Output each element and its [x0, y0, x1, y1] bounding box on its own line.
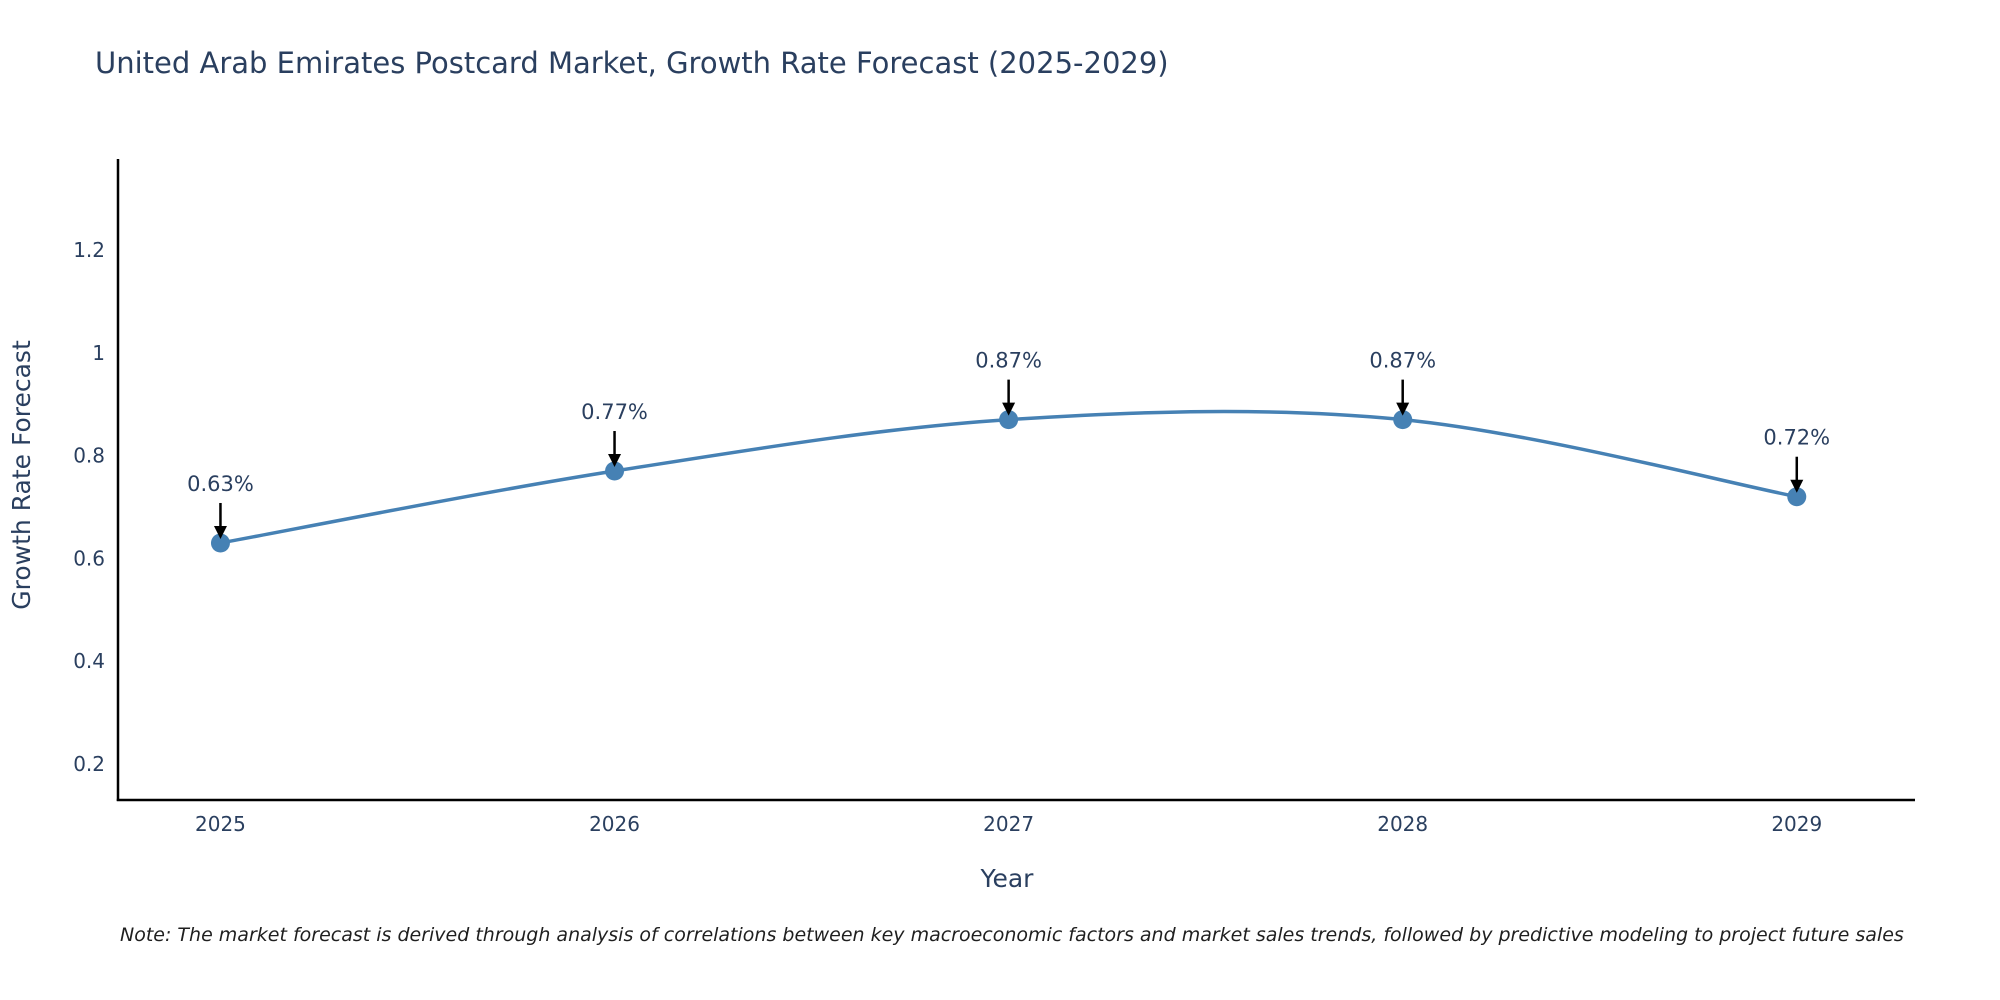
x-tick-label: 2026 — [589, 812, 640, 836]
y-tick-label: 1 — [92, 341, 105, 365]
annotation-arrow-head — [1002, 402, 1016, 416]
point-label: 0.87% — [975, 349, 1042, 373]
x-axis-title: Year — [980, 864, 1035, 893]
annotation-arrow-head — [213, 525, 227, 539]
data-point[interactable] — [605, 461, 625, 481]
footnote: Note: The market forecast is derived thr… — [120, 924, 1904, 946]
y-tick-label: 0.8 — [73, 444, 105, 468]
y-axis-title: Growth Rate Forecast — [7, 340, 36, 610]
point-annotations: 0.63% 0.77% 0.87% 0.87% 0.72% — [187, 349, 1830, 539]
x-tick-label: 2025 — [195, 812, 246, 836]
point-label: 0.87% — [1369, 349, 1436, 373]
point-label: 0.72% — [1763, 426, 1830, 450]
annotation-arrow-head — [1396, 402, 1410, 416]
x-tick-label: 2027 — [983, 812, 1034, 836]
axis-ticks: 2025 2026 2027 2028 2029 0.2 0.4 0.6 0.8 1 1.2 — [73, 238, 1822, 836]
x-tick-label: 2029 — [1771, 812, 1822, 836]
series-line — [218, 409, 1799, 545]
y-tick-label: 0.4 — [73, 649, 105, 673]
chart-title: United Arab Emirates Postcard Market, Gr… — [95, 46, 1169, 80]
x-tick-label: 2028 — [1377, 812, 1428, 836]
annotation-arrow-head — [608, 454, 622, 468]
y-tick-label: 0.2 — [73, 752, 105, 776]
point-label: 0.77% — [581, 400, 648, 424]
data-point[interactable] — [210, 533, 230, 553]
y-tick-label: 0.6 — [73, 546, 105, 570]
annotation-arrow-head — [1790, 479, 1804, 493]
y-tick-label: 1.2 — [73, 238, 105, 262]
data-point[interactable] — [1787, 487, 1807, 507]
data-point[interactable] — [1393, 410, 1413, 430]
point-label: 0.63% — [187, 472, 254, 496]
data-point[interactable] — [999, 410, 1019, 430]
series-markers — [210, 410, 1807, 553]
